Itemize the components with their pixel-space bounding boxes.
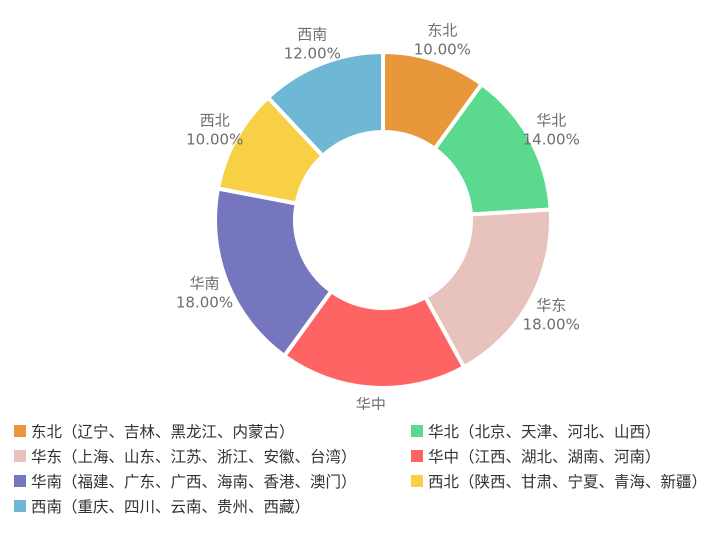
- slice-label-value-1: 14.00%: [523, 131, 580, 149]
- legend-swatch-1: [411, 425, 423, 437]
- legend-item-0[interactable]: 东北（辽宁、吉林、黑龙江、内蒙古）: [14, 420, 295, 442]
- legend-item-1[interactable]: 华北（北京、天津、河北、山西）: [411, 420, 661, 442]
- legend-label-3: 华中（江西、湖北、湖南、河南）: [428, 448, 661, 466]
- legend-swatch-0: [14, 425, 26, 437]
- legend-label-1: 华北（北京、天津、河北、山西）: [428, 423, 661, 441]
- legend-item-3[interactable]: 华中（江西、湖北、湖南、河南）: [411, 445, 661, 467]
- legend-swatch-2: [14, 450, 26, 462]
- slice-label-name-0: 东北: [427, 21, 457, 39]
- slice-label-name-5: 西北: [200, 112, 230, 130]
- legend-item-5[interactable]: 西北（陕西、甘肃、宁夏、青海、新疆）: [411, 470, 707, 492]
- slice-label-3: 华中18.00%: [342, 396, 399, 410]
- legend-label-2: 华东（上海、山东、江苏、浙江、安徽、台湾）: [31, 448, 357, 466]
- legend-swatch-4: [14, 475, 26, 487]
- legend-item-2[interactable]: 华东（上海、山东、江苏、浙江、安徽、台湾）: [14, 445, 357, 467]
- slice-3[interactable]: [282, 289, 466, 390]
- slice-label-4: 华南 18.00%: [176, 275, 233, 312]
- slice-label-name-3: 华中: [356, 396, 386, 410]
- slice-2[interactable]: [423, 207, 553, 370]
- slice-4[interactable]: [213, 186, 334, 358]
- slice-label-name-1: 华北: [536, 112, 566, 130]
- legend-item-4[interactable]: 华南（福建、广东、广西、海南、香港、澳门）: [14, 470, 357, 492]
- slice-label-6: 西南 12.00%: [284, 25, 341, 62]
- legend-label-0: 东北（辽宁、吉林、黑龙江、内蒙古）: [31, 423, 295, 441]
- legend-item-6[interactable]: 西南（重庆、四川、云南、贵州、西藏）: [14, 495, 310, 517]
- slice-label-5: 西北 10.00%: [186, 112, 243, 149]
- legend-swatch-6: [14, 500, 26, 512]
- slice-label-name-6: 西南: [297, 25, 327, 43]
- slice-label-value-0: 10.00%: [414, 40, 471, 58]
- slice-label-value-5: 10.00%: [186, 131, 243, 149]
- legend-label-6: 西南（重庆、四川、云南、贵州、西藏）: [31, 498, 311, 516]
- slice-label-2: 华东 18.00%: [523, 296, 580, 333]
- slice-label-value-6: 12.00%: [284, 44, 341, 62]
- slice-label-0: 东北 10.00%: [414, 21, 471, 58]
- legend-label-4: 华南（福建、广东、广西、海南、香港、澳门）: [31, 473, 357, 491]
- slice-6[interactable]: [265, 50, 385, 158]
- slice-label-1: 华北 14.00%: [523, 112, 580, 149]
- legend-label-5: 西北（陕西、甘肃、宁夏、青海、新疆）: [428, 473, 708, 491]
- slice-label-value-4: 18.00%: [176, 294, 233, 312]
- slice-label-name-4: 华南: [189, 275, 219, 293]
- legend-swatch-5: [411, 475, 423, 487]
- slice-label-name-2: 华东: [536, 296, 566, 314]
- donut-chart: 东北10.00%华北14.00%华东18.00%华中18.00%华南18.00%…: [176, 21, 580, 410]
- legend-swatch-3: [411, 450, 423, 462]
- slice-label-value-2: 18.00%: [523, 315, 580, 333]
